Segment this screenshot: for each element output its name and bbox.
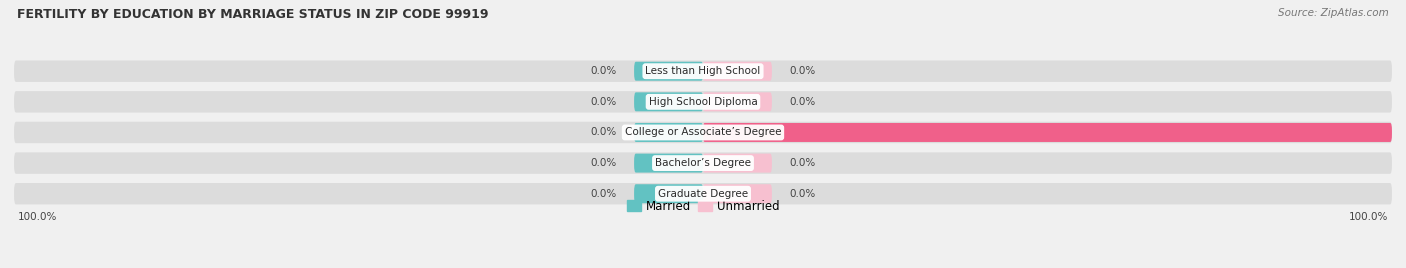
Text: Graduate Degree: Graduate Degree bbox=[658, 189, 748, 199]
FancyBboxPatch shape bbox=[634, 62, 703, 81]
FancyBboxPatch shape bbox=[703, 92, 772, 111]
FancyBboxPatch shape bbox=[634, 154, 703, 173]
FancyBboxPatch shape bbox=[703, 184, 772, 203]
Text: FERTILITY BY EDUCATION BY MARRIAGE STATUS IN ZIP CODE 99919: FERTILITY BY EDUCATION BY MARRIAGE STATU… bbox=[17, 8, 488, 21]
FancyBboxPatch shape bbox=[703, 123, 1392, 142]
Text: 0.0%: 0.0% bbox=[789, 189, 815, 199]
Legend: Married, Unmarried: Married, Unmarried bbox=[621, 195, 785, 217]
Text: College or Associate’s Degree: College or Associate’s Degree bbox=[624, 128, 782, 137]
FancyBboxPatch shape bbox=[634, 123, 703, 142]
FancyBboxPatch shape bbox=[14, 122, 1392, 143]
Text: 100.0%: 100.0% bbox=[17, 212, 56, 222]
Text: 0.0%: 0.0% bbox=[591, 97, 617, 107]
Text: 0.0%: 0.0% bbox=[789, 66, 815, 76]
Text: 0.0%: 0.0% bbox=[789, 158, 815, 168]
FancyBboxPatch shape bbox=[703, 154, 772, 173]
Text: 0.0%: 0.0% bbox=[789, 97, 815, 107]
FancyBboxPatch shape bbox=[703, 62, 772, 81]
Text: Bachelor’s Degree: Bachelor’s Degree bbox=[655, 158, 751, 168]
FancyBboxPatch shape bbox=[634, 92, 703, 111]
Text: High School Diploma: High School Diploma bbox=[648, 97, 758, 107]
Text: 0.0%: 0.0% bbox=[591, 66, 617, 76]
FancyBboxPatch shape bbox=[14, 91, 1392, 113]
Text: Less than High School: Less than High School bbox=[645, 66, 761, 76]
FancyBboxPatch shape bbox=[14, 61, 1392, 82]
Text: 100.0%: 100.0% bbox=[1350, 212, 1389, 222]
Text: 0.0%: 0.0% bbox=[591, 189, 617, 199]
Text: Source: ZipAtlas.com: Source: ZipAtlas.com bbox=[1278, 8, 1389, 18]
Text: 0.0%: 0.0% bbox=[591, 158, 617, 168]
FancyBboxPatch shape bbox=[14, 183, 1392, 204]
Text: 0.0%: 0.0% bbox=[591, 128, 617, 137]
FancyBboxPatch shape bbox=[634, 184, 703, 203]
FancyBboxPatch shape bbox=[14, 152, 1392, 174]
